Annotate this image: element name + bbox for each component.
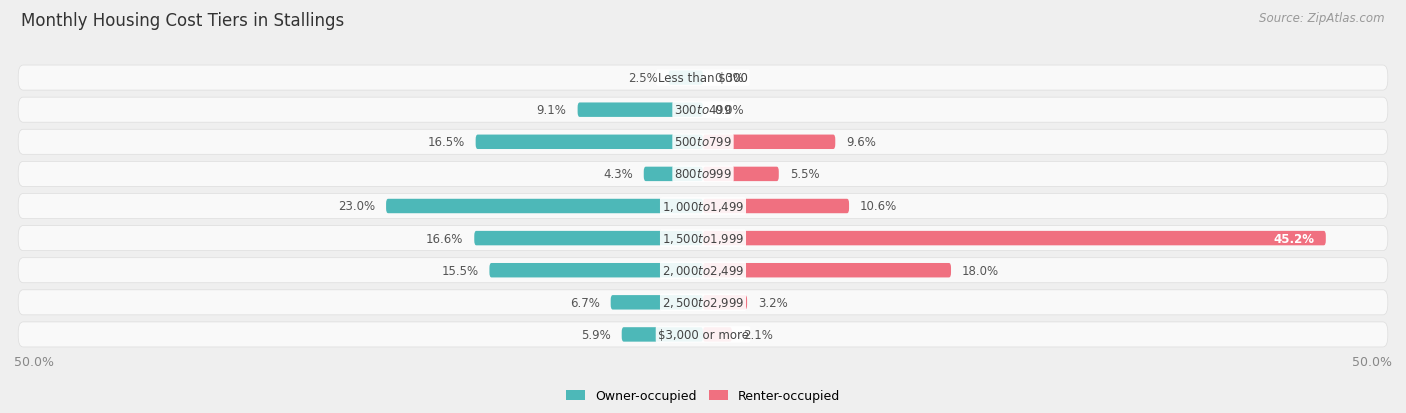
Text: $3,000 or more: $3,000 or more [658,328,748,341]
Text: 45.2%: 45.2% [1274,232,1315,245]
FancyBboxPatch shape [18,258,1388,283]
FancyBboxPatch shape [475,135,703,150]
Text: 50.0%: 50.0% [1353,355,1392,368]
FancyBboxPatch shape [578,103,703,118]
FancyBboxPatch shape [703,167,779,182]
FancyBboxPatch shape [18,98,1388,123]
FancyBboxPatch shape [18,66,1388,91]
Text: 16.5%: 16.5% [427,136,464,149]
FancyBboxPatch shape [18,290,1388,315]
Text: 2.5%: 2.5% [628,72,658,85]
Text: Monthly Housing Cost Tiers in Stallings: Monthly Housing Cost Tiers in Stallings [21,12,344,30]
Text: 5.9%: 5.9% [581,328,610,341]
FancyBboxPatch shape [474,231,703,246]
FancyBboxPatch shape [610,295,703,310]
Text: 23.0%: 23.0% [337,200,375,213]
FancyBboxPatch shape [621,328,703,342]
FancyBboxPatch shape [18,162,1388,187]
Text: 9.1%: 9.1% [537,104,567,117]
FancyBboxPatch shape [703,231,1326,246]
Text: $800 to $999: $800 to $999 [673,168,733,181]
Text: 0.0%: 0.0% [714,104,744,117]
FancyBboxPatch shape [669,71,703,85]
FancyBboxPatch shape [18,322,1388,347]
Text: $2,500 to $2,999: $2,500 to $2,999 [662,296,744,310]
Text: 4.3%: 4.3% [603,168,633,181]
Text: $500 to $799: $500 to $799 [673,136,733,149]
FancyBboxPatch shape [18,226,1388,251]
Text: Source: ZipAtlas.com: Source: ZipAtlas.com [1260,12,1385,25]
Text: 2.1%: 2.1% [742,328,773,341]
Text: $1,000 to $1,499: $1,000 to $1,499 [662,199,744,214]
Text: 5.5%: 5.5% [790,168,820,181]
FancyBboxPatch shape [703,135,835,150]
FancyBboxPatch shape [703,263,950,278]
Text: 6.7%: 6.7% [569,296,599,309]
Text: 16.6%: 16.6% [426,232,463,245]
FancyBboxPatch shape [18,130,1388,155]
Legend: Owner-occupied, Renter-occupied: Owner-occupied, Renter-occupied [561,385,845,408]
Text: 3.2%: 3.2% [758,296,787,309]
Text: $2,000 to $2,499: $2,000 to $2,499 [662,263,744,278]
Text: $1,500 to $1,999: $1,500 to $1,999 [662,232,744,245]
Text: 18.0%: 18.0% [962,264,1000,277]
FancyBboxPatch shape [703,328,733,342]
FancyBboxPatch shape [489,263,703,278]
FancyBboxPatch shape [703,199,849,214]
Text: 15.5%: 15.5% [441,264,478,277]
FancyBboxPatch shape [18,194,1388,219]
FancyBboxPatch shape [387,199,703,214]
FancyBboxPatch shape [703,295,747,310]
FancyBboxPatch shape [644,167,703,182]
Text: 0.0%: 0.0% [714,72,744,85]
Text: Less than $300: Less than $300 [658,72,748,85]
Text: $300 to $499: $300 to $499 [673,104,733,117]
Text: 9.6%: 9.6% [846,136,876,149]
Text: 50.0%: 50.0% [14,355,53,368]
Text: 10.6%: 10.6% [860,200,897,213]
